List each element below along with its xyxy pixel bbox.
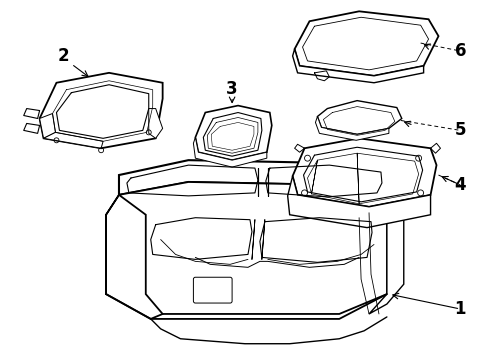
Polygon shape xyxy=(194,137,267,167)
Polygon shape xyxy=(318,100,402,134)
Polygon shape xyxy=(293,49,424,83)
Text: 5: 5 xyxy=(455,121,466,139)
Polygon shape xyxy=(294,11,439,76)
Polygon shape xyxy=(149,109,163,138)
FancyBboxPatch shape xyxy=(194,277,232,303)
Polygon shape xyxy=(119,182,387,314)
Polygon shape xyxy=(288,176,431,228)
Polygon shape xyxy=(369,175,404,314)
Polygon shape xyxy=(293,138,437,207)
Polygon shape xyxy=(119,160,387,195)
Polygon shape xyxy=(106,175,163,319)
Polygon shape xyxy=(316,117,389,140)
Polygon shape xyxy=(40,73,163,148)
Text: 4: 4 xyxy=(455,176,466,194)
Text: 6: 6 xyxy=(455,42,466,60)
Polygon shape xyxy=(44,132,103,148)
Polygon shape xyxy=(196,105,272,160)
Text: 2: 2 xyxy=(58,47,69,65)
Text: 3: 3 xyxy=(226,80,238,98)
Text: 1: 1 xyxy=(455,300,466,318)
Polygon shape xyxy=(40,113,55,138)
